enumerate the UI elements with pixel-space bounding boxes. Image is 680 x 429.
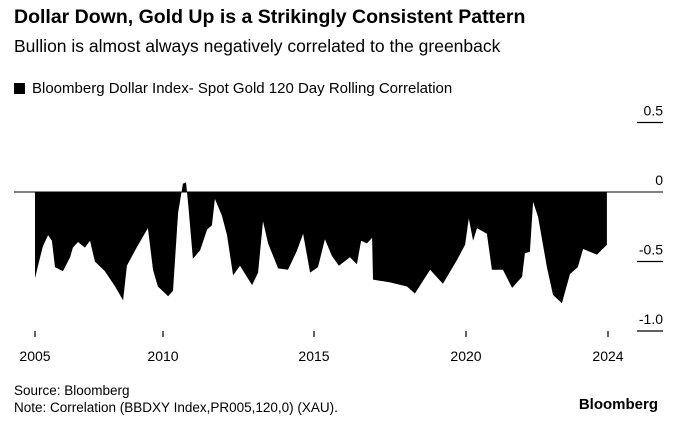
x-tick-label: 2024 [592,348,623,364]
chart-subtitle: Bullion is almost always negatively corr… [14,36,501,56]
y-tick-label: -1.0 [639,311,663,327]
bloomberg-logo: Bloomberg [578,396,658,413]
x-tick-label: 2010 [147,348,178,364]
x-tick-label: 2005 [19,348,50,364]
y-tick-label: 0.5 [644,103,664,119]
correlation-area [35,182,607,304]
y-tick-label: -0.5 [639,242,663,258]
source-note: Source: Bloomberg [14,383,130,398]
y-tick-label: 0 [655,172,663,188]
chart-title: Dollar Down, Gold Up is a Strikingly Con… [14,6,526,28]
legend-swatch [14,83,25,94]
x-tick-label: 2015 [298,348,329,364]
x-tick-label: 2020 [450,348,481,364]
legend-label: Bloomberg Dollar Index- Spot Gold 120 Da… [32,80,453,97]
footnote: Note: Correlation (BBDXY Index,PR005,120… [14,400,338,415]
legend: Bloomberg Dollar Index- Spot Gold 120 Da… [14,80,452,97]
